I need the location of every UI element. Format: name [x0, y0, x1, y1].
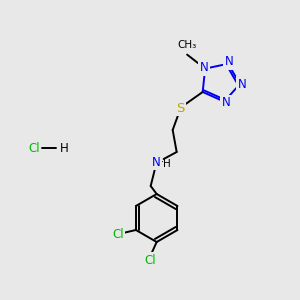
Text: H: H — [163, 159, 170, 169]
Text: N: N — [200, 61, 208, 74]
Text: Cl: Cl — [112, 227, 124, 241]
Text: H: H — [60, 142, 69, 154]
Text: ·: · — [161, 157, 164, 167]
Text: N: N — [238, 78, 246, 91]
Text: Cl: Cl — [145, 254, 157, 266]
Text: N: N — [222, 96, 230, 109]
Text: N: N — [225, 55, 233, 68]
Text: S: S — [176, 101, 185, 115]
Text: Cl: Cl — [28, 142, 40, 154]
Text: CH₃: CH₃ — [178, 40, 197, 50]
Text: N: N — [152, 155, 161, 169]
